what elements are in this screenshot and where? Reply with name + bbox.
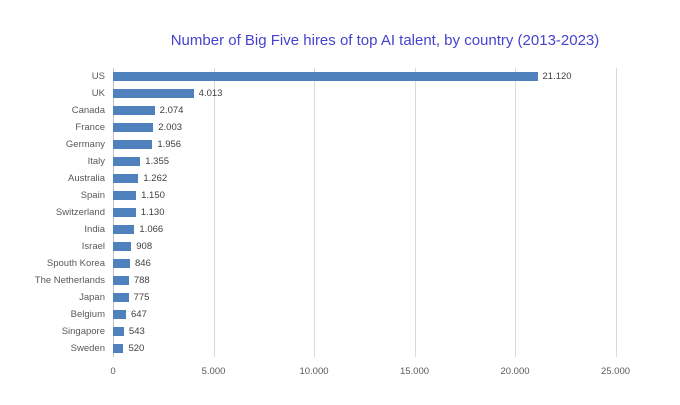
value-label: 1.150 (141, 189, 165, 201)
category-label: Japan (79, 291, 105, 303)
category-label: Switzerland (55, 206, 105, 218)
category-label: Germany (65, 138, 105, 150)
category-label: US (91, 70, 105, 82)
category-label: Canada (71, 104, 105, 116)
bar-india (113, 225, 135, 234)
bar-germany (113, 140, 153, 149)
bar-japan (113, 293, 129, 302)
x-axis-tick-label: 0 (110, 366, 116, 377)
bar-uk (113, 89, 194, 98)
category-label: India (84, 223, 105, 235)
value-label: 846 (135, 257, 151, 269)
bar-france (113, 123, 154, 132)
value-label: 543 (128, 325, 145, 337)
category-label: UK (91, 87, 105, 99)
category-label: Sweden (70, 342, 105, 354)
bar-italy (113, 157, 141, 166)
category-label: Italy (87, 155, 105, 167)
bar-israel (113, 242, 132, 251)
category-label: Spain (80, 189, 105, 201)
value-label: 1.066 (139, 223, 164, 235)
category-label: Spouth Korea (46, 257, 105, 269)
gridline (213, 68, 215, 357)
category-label: France (75, 121, 105, 133)
gridline (314, 68, 315, 357)
bar-the-netherlands (113, 276, 129, 285)
value-label: 2.003 (158, 121, 183, 133)
category-label: Israel (81, 240, 105, 252)
value-label: 4.013 (198, 87, 223, 99)
x-axis-tick-label: 10.000 (299, 366, 329, 377)
bar-belgium (113, 310, 126, 319)
category-label: The Netherlands (34, 274, 105, 286)
bar-spain (113, 191, 137, 200)
x-axis-tick-label: 15.000 (399, 366, 430, 377)
x-axis-tick-label: 25.000 (600, 366, 631, 377)
x-axis-tick-label: 20.000 (500, 366, 530, 377)
bar-switzerland (113, 208, 136, 217)
value-label: 788 (133, 274, 150, 286)
bar-canada (113, 106, 155, 115)
value-label: 647 (131, 308, 147, 320)
value-label: 1.355 (145, 155, 170, 167)
chart-title: Number of Big Five hires of top AI talen… (170, 32, 600, 49)
bar-sweden (113, 344, 124, 353)
bar-spouth-korea (113, 259, 130, 268)
bar-singapore (113, 327, 124, 336)
bar-australia (113, 174, 139, 183)
category-label: Belgium (70, 308, 105, 320)
value-label: 1.956 (157, 138, 182, 150)
value-label: 1.130 (140, 206, 165, 218)
value-label: 775 (133, 291, 150, 303)
value-label: 908 (136, 240, 153, 252)
value-label: 21.120 (542, 70, 572, 82)
gridline (615, 68, 617, 357)
value-label: 1.262 (143, 172, 168, 184)
gridline (515, 68, 516, 357)
bar-us (113, 72, 538, 81)
x-axis-tick-label: 5.000 (201, 366, 226, 377)
gridline (414, 68, 416, 357)
value-label: 2.074 (159, 104, 184, 116)
category-label: Australia (68, 172, 105, 184)
value-label: 520 (128, 342, 145, 354)
category-label: Singapore (61, 325, 105, 337)
